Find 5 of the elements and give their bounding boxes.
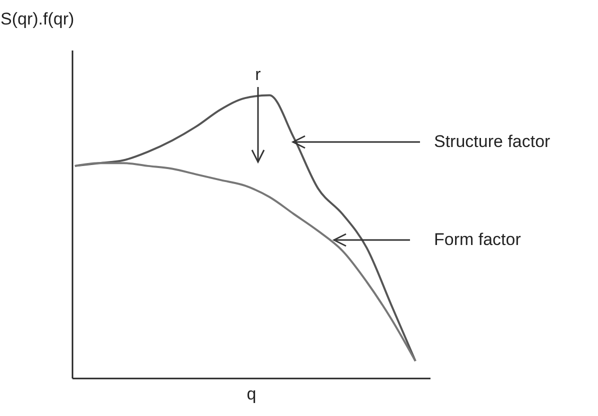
text: Structure factor	[434, 132, 551, 151]
text: Form factor	[434, 230, 522, 249]
x-axis-title: q	[246, 384, 256, 404]
y-axis-title: S(qr).f(qr)	[0, 10, 74, 28]
text: r	[255, 65, 262, 84]
